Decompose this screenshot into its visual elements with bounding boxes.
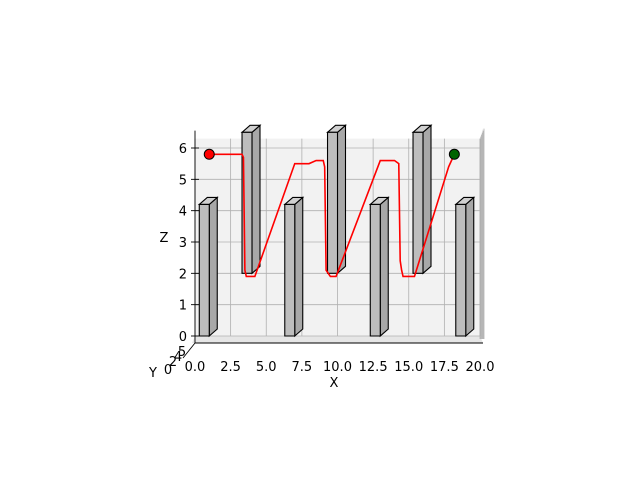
y-tick-label: 4	[174, 350, 182, 365]
z-tick-label: 2	[179, 267, 187, 282]
x-tick-label: 20.0	[466, 360, 495, 375]
floor-pane	[192, 336, 483, 343]
obstacle	[326, 124, 347, 275]
y-tick-label: 5	[178, 345, 186, 360]
y-axis-line	[182, 342, 196, 359]
obstacle-side-face	[208, 196, 218, 338]
obstacle-side-face	[465, 196, 475, 338]
obstacle-side-face	[422, 124, 432, 275]
obstacle-side-face	[294, 196, 304, 338]
z-tick-label: 5	[179, 173, 187, 188]
x-tick-label: 12.5	[359, 360, 388, 375]
obstacle-side-face	[379, 196, 389, 338]
y-tick-label: 0	[164, 363, 172, 378]
obstacle-side-face	[336, 124, 347, 275]
z-axis-label: Z	[160, 231, 169, 246]
path-line	[209, 153, 456, 278]
x-tick-label: 0.0	[185, 360, 206, 375]
obstacle-front-face	[284, 203, 296, 337]
z-tick-label: 6	[179, 142, 187, 157]
obstacle-front-face	[326, 131, 339, 274]
z-tick-label: 3	[179, 236, 187, 251]
path-layer	[203, 148, 460, 278]
z-tick-label: 0	[179, 330, 187, 345]
z-tick-label: 1	[179, 299, 187, 314]
obstacle	[283, 196, 305, 338]
obstacle	[368, 196, 390, 338]
x-tick-label: 15.0	[394, 360, 423, 375]
obstacle-front-face	[455, 203, 467, 337]
x-axis-label: X	[330, 376, 339, 391]
obstacle-front-face	[369, 203, 381, 337]
obstacle-front-face	[198, 203, 210, 337]
x-tick-label: 7.5	[292, 360, 313, 375]
x-tick-label: 17.5	[430, 360, 459, 375]
z-tick-label: 4	[179, 205, 187, 220]
goal-marker	[448, 148, 460, 160]
y-tick-label: 2	[169, 355, 177, 370]
tick-labels-layer: 0.0 2.5 5.0 7.5 10.0 12.5 15.0 17.5 20.001234560…	[164, 142, 495, 378]
start-marker	[203, 148, 215, 160]
y-axis-label: Y	[148, 366, 157, 381]
x-tick-label: 5.0	[256, 360, 277, 375]
x-tick-label: 10.0	[323, 360, 352, 375]
obstacle	[197, 196, 219, 338]
obstacles-layer	[197, 124, 476, 338]
obstacle	[411, 124, 433, 275]
x-tick-label: 2.5	[220, 360, 241, 375]
obstacle-front-face	[412, 131, 424, 274]
obstacle-side-face	[251, 124, 261, 275]
obstacle	[454, 196, 476, 338]
